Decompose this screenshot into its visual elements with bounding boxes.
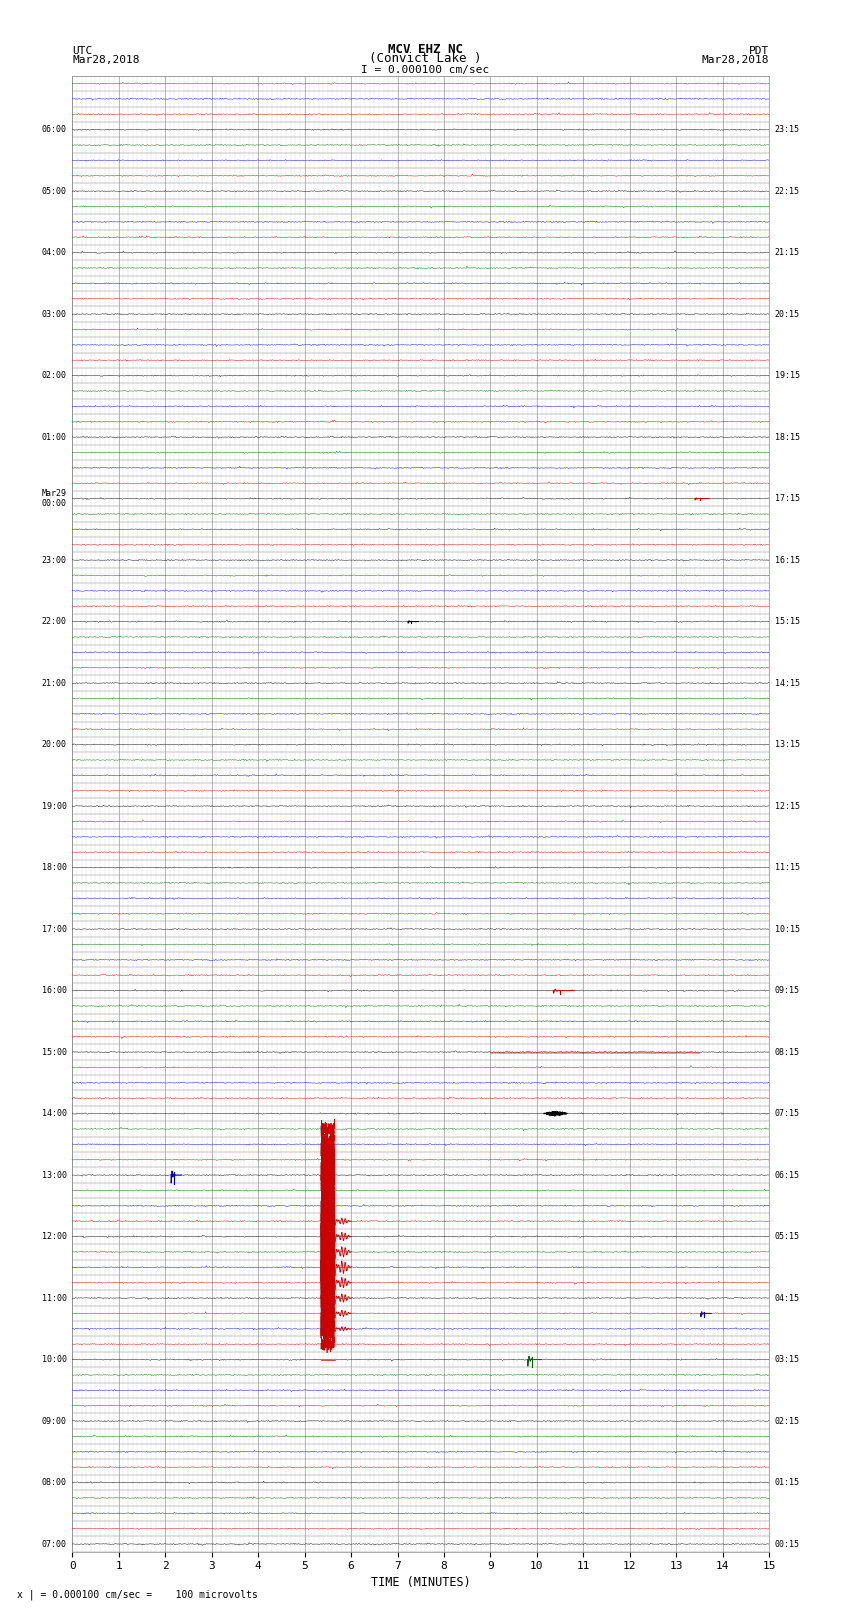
Text: 18:15: 18:15 bbox=[775, 432, 800, 442]
Text: 05:00: 05:00 bbox=[42, 187, 66, 195]
Text: 12:00: 12:00 bbox=[42, 1232, 66, 1240]
Text: 21:15: 21:15 bbox=[775, 248, 800, 256]
Text: 10:00: 10:00 bbox=[42, 1355, 66, 1365]
Text: 06:15: 06:15 bbox=[775, 1171, 800, 1179]
Text: 13:15: 13:15 bbox=[775, 740, 800, 748]
X-axis label: TIME (MINUTES): TIME (MINUTES) bbox=[371, 1576, 471, 1589]
Text: Mar29
00:00: Mar29 00:00 bbox=[42, 489, 66, 508]
Text: 02:00: 02:00 bbox=[42, 371, 66, 381]
Text: 15:15: 15:15 bbox=[775, 618, 800, 626]
Text: 14:00: 14:00 bbox=[42, 1110, 66, 1118]
Text: 09:00: 09:00 bbox=[42, 1416, 66, 1426]
Text: 16:15: 16:15 bbox=[775, 555, 800, 565]
Text: 04:15: 04:15 bbox=[775, 1294, 800, 1303]
Text: 04:00: 04:00 bbox=[42, 248, 66, 256]
Text: 11:15: 11:15 bbox=[775, 863, 800, 873]
Text: 09:15: 09:15 bbox=[775, 986, 800, 995]
Text: I = 0.000100 cm/sec: I = 0.000100 cm/sec bbox=[361, 65, 489, 76]
Text: 07:15: 07:15 bbox=[775, 1110, 800, 1118]
Text: 22:00: 22:00 bbox=[42, 618, 66, 626]
Text: 08:15: 08:15 bbox=[775, 1047, 800, 1057]
Text: (Convict Lake ): (Convict Lake ) bbox=[369, 52, 481, 65]
Text: 03:15: 03:15 bbox=[775, 1355, 800, 1365]
Text: 17:00: 17:00 bbox=[42, 924, 66, 934]
Text: 19:15: 19:15 bbox=[775, 371, 800, 381]
Text: 06:00: 06:00 bbox=[42, 126, 66, 134]
Text: 20:00: 20:00 bbox=[42, 740, 66, 748]
Text: 00:15: 00:15 bbox=[775, 1539, 800, 1548]
Text: 17:15: 17:15 bbox=[775, 494, 800, 503]
Text: 15:00: 15:00 bbox=[42, 1047, 66, 1057]
Text: 08:00: 08:00 bbox=[42, 1478, 66, 1487]
Text: 13:00: 13:00 bbox=[42, 1171, 66, 1179]
Text: MCV EHZ NC: MCV EHZ NC bbox=[388, 42, 462, 56]
Text: 10:15: 10:15 bbox=[775, 924, 800, 934]
Text: 23:15: 23:15 bbox=[775, 126, 800, 134]
Text: 07:00: 07:00 bbox=[42, 1539, 66, 1548]
Text: 18:00: 18:00 bbox=[42, 863, 66, 873]
Text: Mar28,2018: Mar28,2018 bbox=[702, 55, 769, 65]
Text: 01:15: 01:15 bbox=[775, 1478, 800, 1487]
Text: x | = 0.000100 cm/sec =    100 microvolts: x | = 0.000100 cm/sec = 100 microvolts bbox=[17, 1589, 258, 1600]
Text: 02:15: 02:15 bbox=[775, 1416, 800, 1426]
Text: PDT: PDT bbox=[749, 45, 769, 56]
Text: 19:00: 19:00 bbox=[42, 802, 66, 811]
Text: UTC: UTC bbox=[72, 45, 93, 56]
Text: 21:00: 21:00 bbox=[42, 679, 66, 687]
Text: 16:00: 16:00 bbox=[42, 986, 66, 995]
Text: 01:00: 01:00 bbox=[42, 432, 66, 442]
Text: 23:00: 23:00 bbox=[42, 555, 66, 565]
Text: 11:00: 11:00 bbox=[42, 1294, 66, 1303]
Text: 22:15: 22:15 bbox=[775, 187, 800, 195]
Text: 20:15: 20:15 bbox=[775, 310, 800, 319]
Text: 03:00: 03:00 bbox=[42, 310, 66, 319]
Text: 12:15: 12:15 bbox=[775, 802, 800, 811]
Text: 14:15: 14:15 bbox=[775, 679, 800, 687]
Text: 05:15: 05:15 bbox=[775, 1232, 800, 1240]
Text: Mar28,2018: Mar28,2018 bbox=[72, 55, 139, 65]
